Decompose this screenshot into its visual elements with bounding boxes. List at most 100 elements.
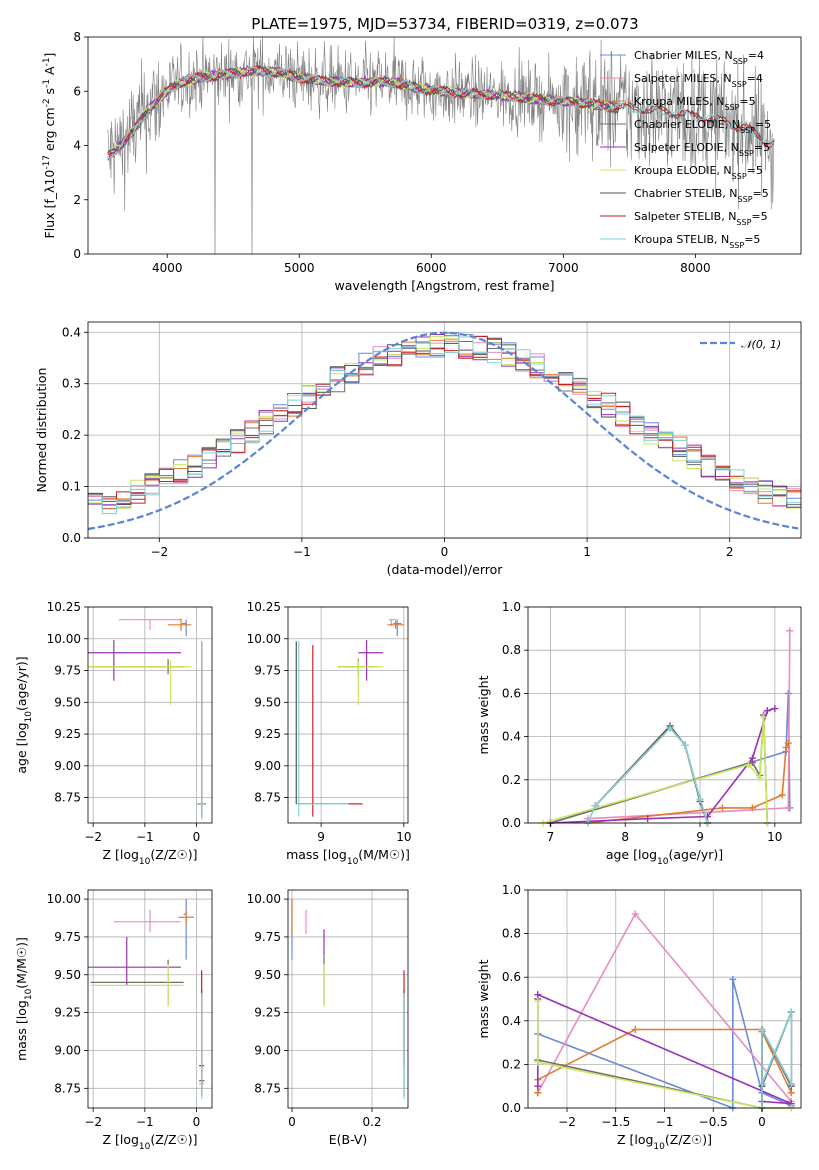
y-tick-label: 9.75 — [254, 930, 281, 944]
y-tick-label: 9.25 — [254, 727, 281, 741]
series-marker — [591, 802, 599, 810]
age-vs-mass-weight-plot-area — [539, 627, 794, 827]
x-tick-label: 4000 — [152, 261, 183, 275]
legend-label-chabrier_elodie: Chabrier ELODIE, NSSP=5 — [634, 118, 771, 135]
x-tick-label: −1 — [656, 1115, 674, 1129]
x-tick-label: −2 — [558, 1115, 576, 1129]
series-marker — [756, 774, 764, 782]
x-tick-label: −1 — [136, 830, 154, 844]
axes-frame — [87, 889, 213, 1109]
spectrum-xlabel: wavelength [Angstrom, rest frame] — [334, 278, 554, 293]
x-tick-label: 1 — [583, 545, 591, 559]
panel-residual-histograms: −2 −1 0 1 2 0.0 0.1 0.2 0.3 0.4 (data-model)/error… — [34, 321, 802, 577]
errorbar-point-chabrier_miles — [182, 619, 187, 637]
y-tick-label: 10.25 — [247, 600, 281, 614]
y-tick-label: 9.00 — [254, 759, 281, 773]
errorbar-point-salpeter_elodie — [88, 640, 181, 681]
y-tick-label: 0.2 — [62, 428, 81, 442]
series-marker — [534, 1089, 542, 1097]
age-vs-mass-weight-grid — [528, 606, 801, 824]
series-marker — [763, 707, 771, 715]
errorbar-point-kroupa_elodie — [337, 660, 384, 705]
z-vs-age-ylabel: age [log10(age/yr)] — [14, 656, 34, 773]
x-tick-label: 7 — [547, 830, 555, 844]
legend-label-chabrier_stelib: Chabrier STELIB, NSSP=5 — [634, 187, 769, 204]
errorbar-point-salpeter_miles — [113, 909, 181, 933]
series-salpeter_stelib — [758, 1008, 795, 1112]
series-marker — [631, 1026, 639, 1034]
legend-label-kroupa_stelib: Kroupa STELIB, NSSP=5 — [634, 233, 760, 250]
y-tick-label: 0.4 — [502, 1014, 521, 1028]
y-tick-label: 8.75 — [54, 791, 81, 805]
y-tick-label: 8 — [73, 30, 81, 44]
panel-spectrum: 4000 5000 6000 7000 8000 0 2 4 6 8 wavelength [Ang… — [42, 30, 802, 293]
x-tick-label: −2 — [84, 830, 102, 844]
series-marker — [745, 761, 753, 769]
series-marker — [784, 804, 792, 812]
axes-frame — [87, 321, 802, 539]
z-vs-mass-weight-grid — [528, 889, 801, 1109]
y-tick-label: 0.3 — [62, 377, 81, 391]
panel-ebv-vs-mass: 0 0.2 8.75 9.00 9.25 9.50 9.75 10.00 E(B-V) — [247, 889, 409, 1147]
z-vs-mass-weight-axes: −2 −1.5 −1 −0.5 0 0.0 0.2 0.4 0.6 0.8 1.0 Z [log10(… — [476, 883, 802, 1152]
spectrum-ylabel: Flux [f_λ10-17 erg cm-2 s-1 A-1] — [42, 53, 57, 239]
series-marker — [748, 754, 756, 762]
x-tick-label: 0 — [288, 1115, 296, 1129]
y-tick-label: 0.1 — [62, 480, 81, 494]
y-tick-label: 9.00 — [254, 1043, 281, 1057]
errorbar-point-kroupa_stelib — [199, 992, 205, 1099]
series-marker — [786, 627, 794, 635]
series-chabrier_stelib — [758, 1008, 795, 1112]
y-tick-label: 0.6 — [502, 970, 521, 984]
y-tick-label: 0.0 — [502, 1101, 521, 1115]
y-tick-label: 9.00 — [54, 1043, 81, 1057]
errorbar-point-kroupa_elodie — [88, 660, 192, 705]
series-marker — [778, 791, 786, 799]
mass-vs-age-grid — [288, 606, 408, 823]
axes-frame — [527, 606, 802, 824]
mass-vs-age-xlabel: mass [log10(M/M☉)] — [286, 847, 410, 867]
legend-label-chabrier_miles: Chabrier MILES, NSSP=4 — [634, 49, 764, 66]
y-tick-label: 9.50 — [54, 968, 81, 982]
series-marker — [631, 910, 639, 918]
series-marker — [784, 739, 792, 747]
y-tick-label: 9.75 — [54, 664, 81, 678]
model-line-chabrier_stelib — [107, 65, 775, 154]
z-vs-mass-axes: −2 −1 0 8.75 9.00 9.25 9.50 9.75 10.00 Z [log10(Z… — [14, 889, 213, 1152]
series-marker — [787, 1080, 795, 1088]
legend-label-kroupa_elodie: Kroupa ELODIE, NSSP=5 — [634, 164, 763, 181]
y-tick-label: 9.50 — [254, 695, 281, 709]
y-tick-label: 10.00 — [47, 892, 81, 906]
ebv-vs-mass-plot-area — [291, 899, 405, 1099]
y-tick-label: 8.75 — [254, 791, 281, 805]
z-vs-age-grid — [88, 606, 212, 823]
series-marker — [782, 743, 790, 751]
series-marker — [534, 1058, 542, 1066]
z-vs-mass-xlabel: Z [log10(Z/Z☉)] — [102, 1132, 197, 1152]
errorbar-point-salpeter_elodie — [88, 936, 181, 986]
legend-label-salpeter_miles: Salpeter MILES, NSSP=4 — [634, 72, 763, 89]
x-tick-label: 0 — [441, 545, 449, 559]
series-marker — [784, 689, 792, 697]
x-tick-label: 2 — [726, 545, 734, 559]
errorbar-point-salpeter_elodie — [358, 640, 384, 681]
x-tick-label: 0 — [193, 1115, 201, 1129]
z-vs-age-xlabel: Z [log10(Z/Z☉)] — [102, 847, 197, 867]
series-marker — [681, 741, 689, 749]
series-line — [587, 726, 709, 824]
ebv-vs-mass-xlabel: E(B-V) — [329, 1132, 368, 1147]
x-tick-label: −2 — [150, 545, 168, 559]
y-tick-label: 2 — [73, 193, 81, 207]
axes-frame — [527, 889, 802, 1109]
axes-frame — [287, 889, 409, 1109]
y-tick-label: 9.25 — [254, 1006, 281, 1020]
x-tick-label: 8 — [621, 830, 629, 844]
y-tick-label: 10.00 — [247, 632, 281, 646]
series-marker — [644, 815, 652, 823]
series-marker — [748, 804, 756, 812]
age-vs-mass-weight-ylabel: mass weight — [476, 675, 491, 754]
y-tick-label: 0.4 — [502, 730, 521, 744]
series-marker — [758, 1026, 766, 1034]
x-tick-label: 5000 — [284, 261, 315, 275]
